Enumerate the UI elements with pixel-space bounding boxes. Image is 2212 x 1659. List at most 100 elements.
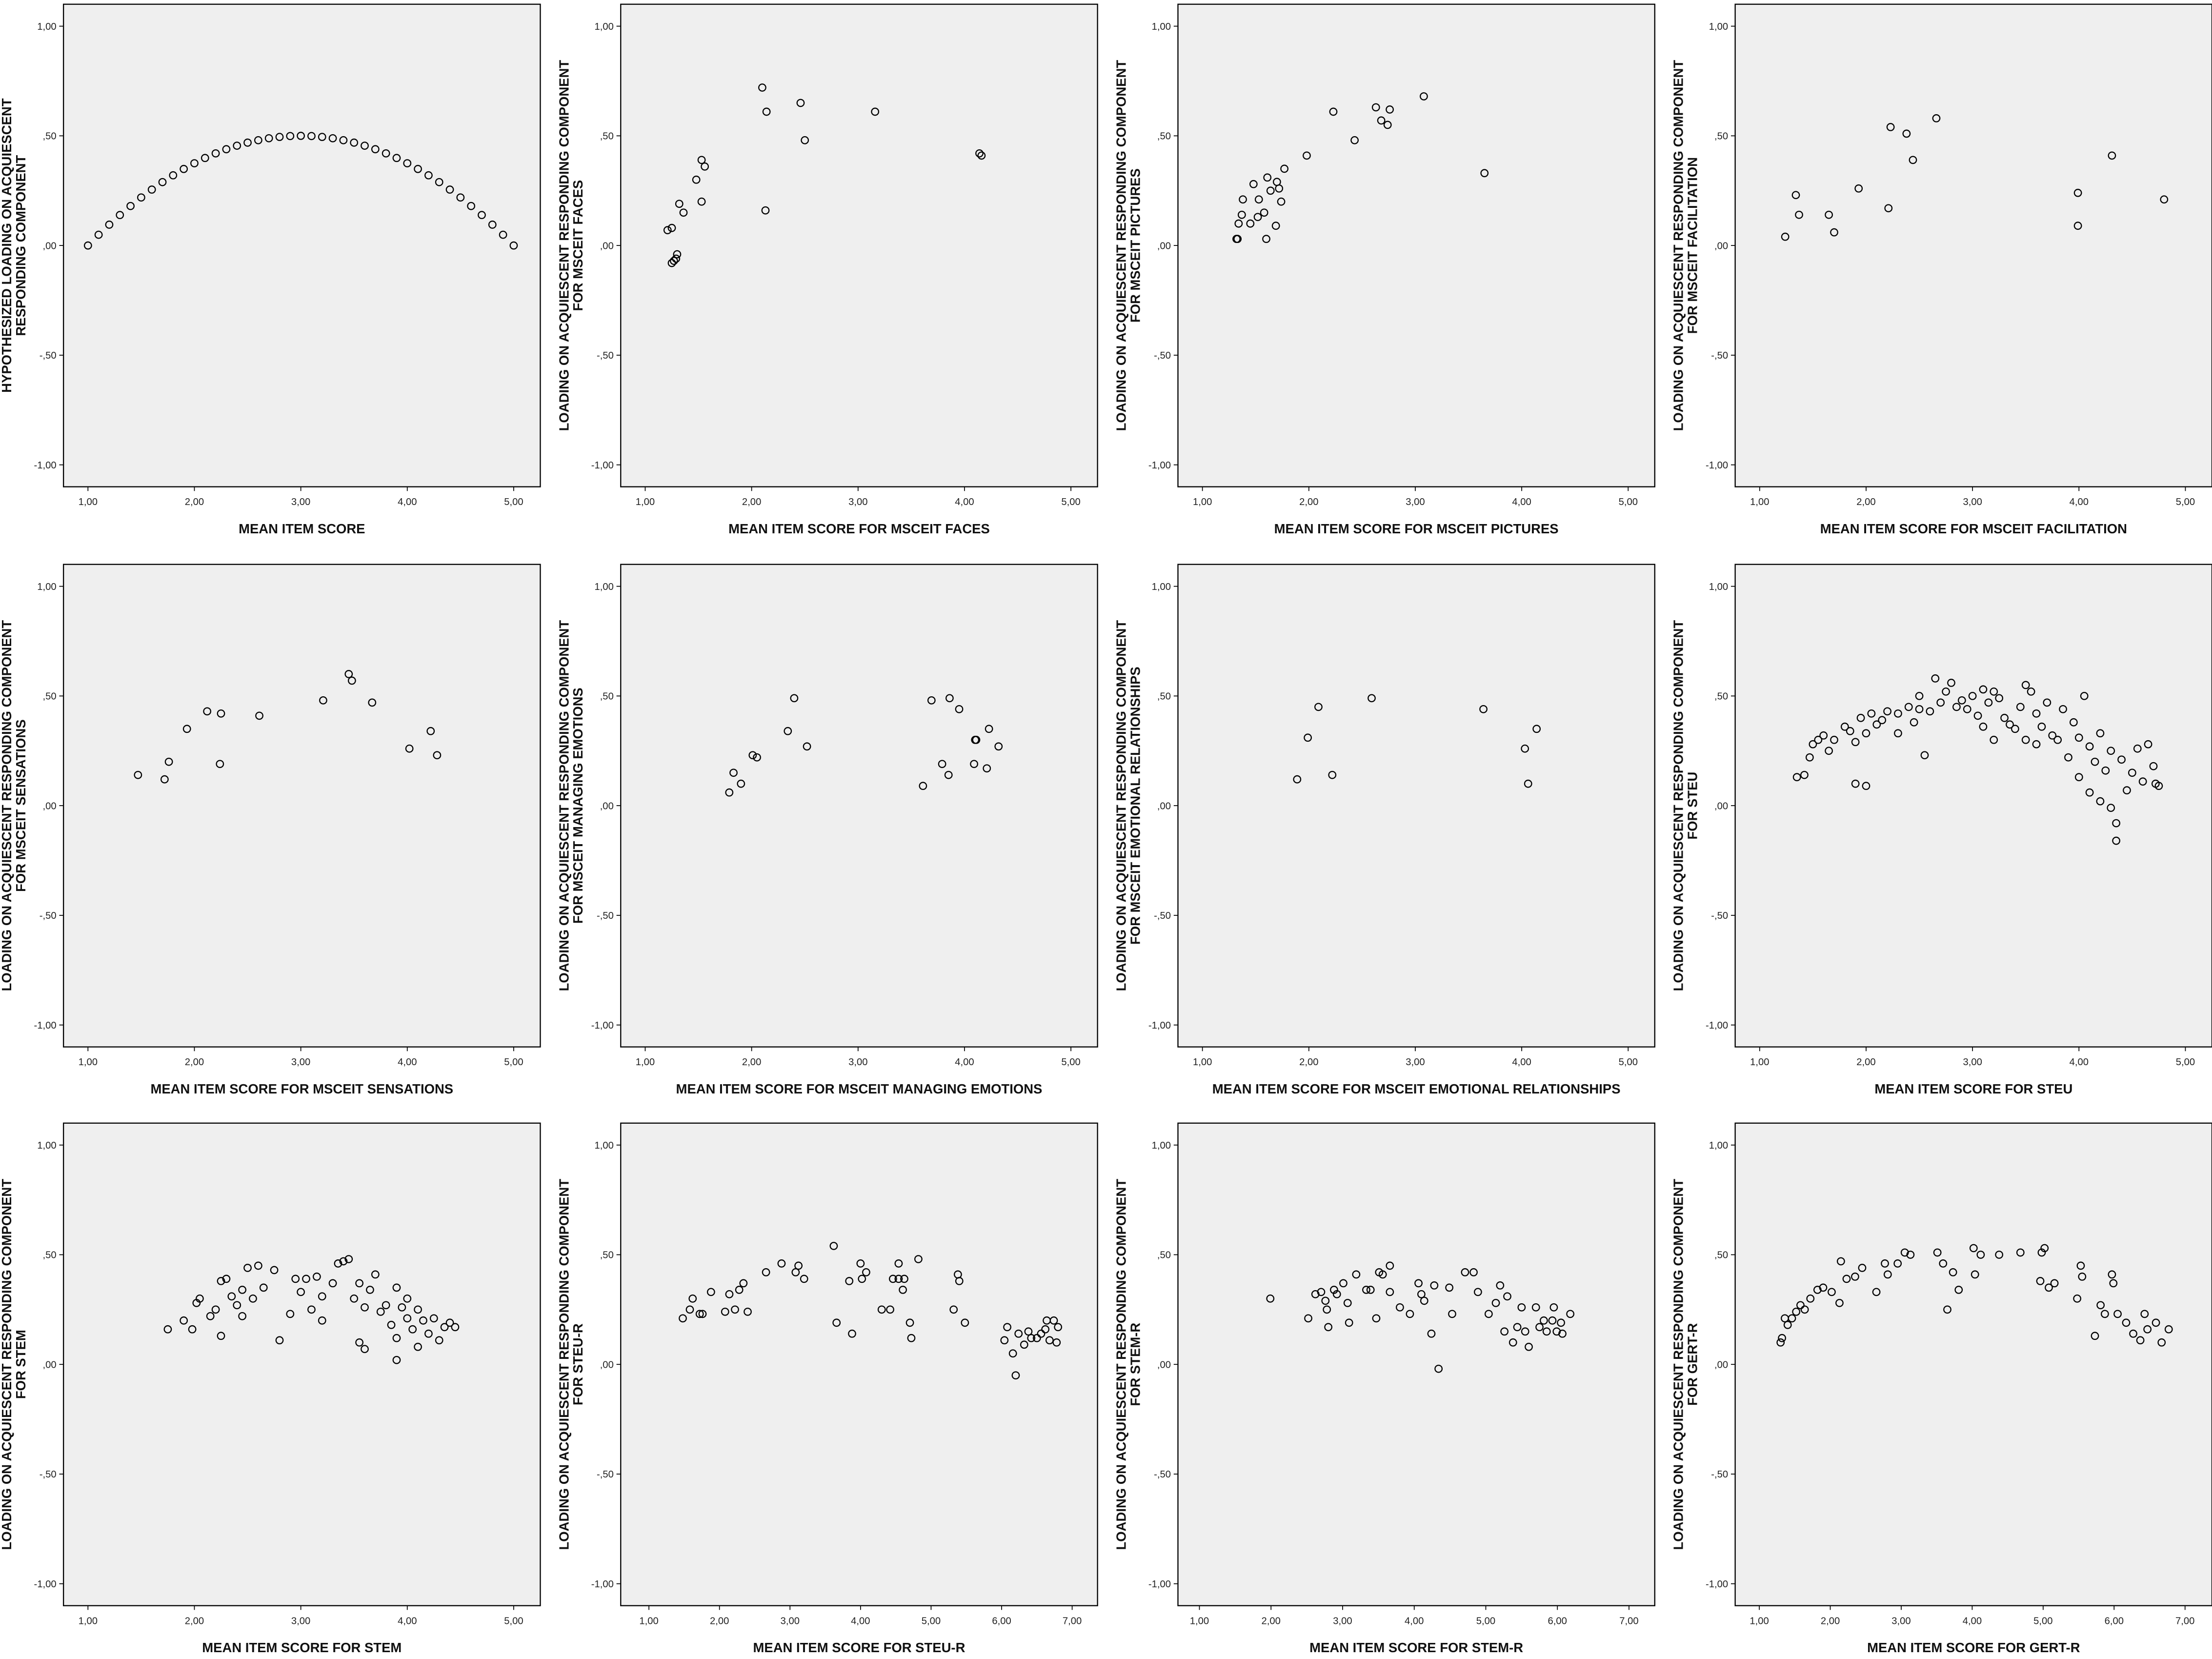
point [1969,1244,1978,1253]
point [1990,687,1998,696]
point [217,709,225,718]
y-tick-label: 1,00 [1152,21,1171,32]
point [488,221,497,229]
point [2073,1294,2082,1303]
point [2048,731,2057,740]
point [1396,1303,1404,1312]
point [195,1294,204,1303]
point [1933,1248,1942,1257]
y-axis-label: LOADING ON ACQUIESCENT RESPONDING COMPON… [556,60,571,431]
point [2143,1325,2152,1334]
point [376,1307,385,1316]
point [216,760,224,769]
point [1041,1325,1050,1334]
point [368,698,377,707]
point [2045,1283,2053,1292]
point [361,1345,369,1354]
y-tick-label: -,50 [40,1469,57,1480]
point [1828,1288,1836,1296]
point [371,145,380,154]
x-tick-label: 5,00 [504,1057,523,1068]
point [233,142,241,150]
point [1271,222,1280,230]
point [249,1294,257,1303]
x-tick-label: 3,00 [291,1616,310,1626]
point [392,154,401,162]
point [1339,1279,1347,1288]
point [1893,1259,1902,1268]
point [445,1318,454,1327]
point [1906,1251,1915,1259]
point [1957,696,1966,705]
point [2036,1277,2045,1285]
x-tick-label: 3,00 [1333,1616,1352,1626]
point [1995,694,2004,703]
point [355,1279,363,1288]
x-tick-label: 5,00 [922,1616,941,1626]
y-axis-label: FOR MSCEIT MANAGING EMOTIONS [570,688,585,924]
point [1054,1323,1063,1332]
point [2032,709,2041,718]
x-tick-label: 4,00 [398,497,417,507]
point [905,1318,914,1327]
x-tick-label: 2,00 [1856,497,1875,507]
point [1524,779,1532,788]
x-tick-label: 7,00 [1619,1616,1638,1626]
point [435,178,443,186]
point [2101,1310,2109,1318]
point [1480,169,1489,178]
point [832,1318,841,1327]
point [2096,729,2105,738]
point [163,1325,172,1334]
point [697,197,706,206]
point [2160,195,2169,204]
point [914,1255,923,1263]
point [1277,197,1286,206]
point [478,211,486,220]
point [1343,1298,1352,1307]
point [392,1334,401,1342]
y-tick-label: ,50 [1157,691,1171,702]
point [456,193,465,202]
point [190,159,199,167]
point [848,1329,856,1338]
point [361,1303,369,1312]
point [1329,107,1338,116]
x-tick-label: 4,00 [1405,1616,1424,1626]
point [803,742,811,751]
y-axis-label: FOR MSCEIT EMOTIONAL RELATIONSHIPS [1127,667,1143,945]
point [899,1286,907,1294]
y-tick-label: -,50 [1711,910,1728,921]
point [2107,804,2115,812]
point [1020,1340,1028,1349]
point [414,164,422,173]
point [2070,718,2078,727]
point [1800,770,1809,779]
point [856,1259,865,1268]
x-tick-label: 3,00 [291,497,310,507]
point [1931,674,1940,683]
point [961,1318,969,1327]
point [672,254,681,263]
point [945,694,954,703]
point [1324,1323,1333,1332]
point [1531,1303,1540,1312]
point [2096,797,2105,806]
point [217,1332,225,1340]
point [2050,1279,2059,1288]
point [1894,709,1902,718]
y-axis-label: LOADING ON ACQUIESCENT RESPONDING COMPON… [1671,620,1686,991]
y-tick-label: 1,00 [1709,1140,1728,1151]
point [1783,1320,1792,1329]
point [758,83,766,92]
x-tick-label: 5,00 [504,497,523,507]
panel: 1,00 2,00 3,00 4,00 5,00 -1,00 -,50 ,00 ,50 1,00 M… [0,564,541,1096]
point [1535,1323,1544,1332]
x-tick-label: 6,00 [992,1616,1011,1626]
point [2021,681,2030,689]
x-axis-label: MEAN ITEM SCORE FOR MSCEIT PICTURES [1274,521,1559,536]
point [350,1294,359,1303]
point [1420,1296,1428,1305]
point [424,1329,433,1338]
